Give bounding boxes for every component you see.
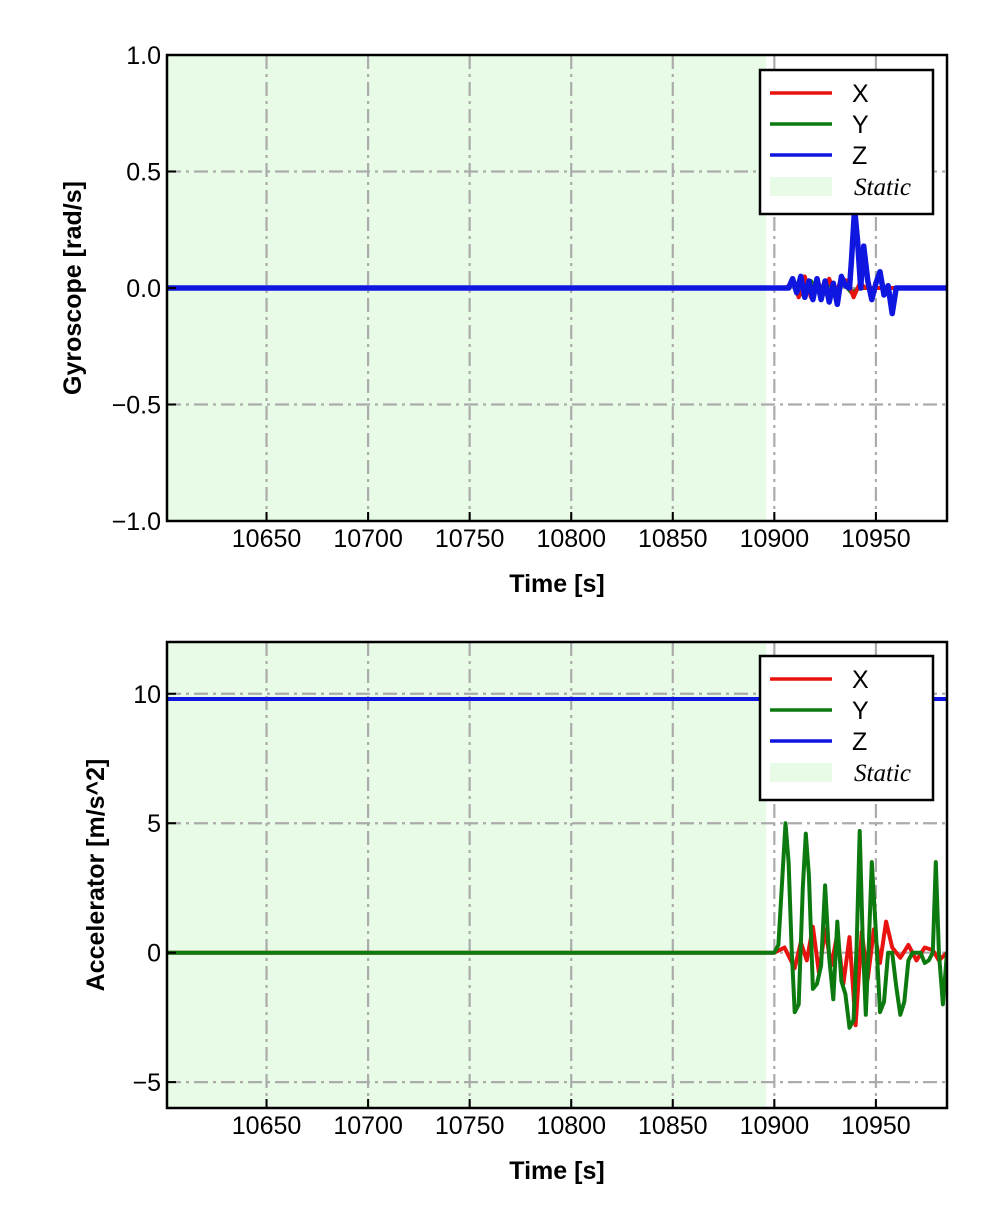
y-axis-ticks: −1.0 −0.5 0.0 0.5 1.0 <box>112 42 176 536</box>
legend-z-label: Z <box>852 142 867 170</box>
y-tick-label: 0.5 <box>126 159 161 187</box>
x-tick-label: 10750 <box>435 525 505 553</box>
gyroscope-chart: 10650 10700 10750 10800 10850 10900 10950 −1.0… <box>59 42 949 598</box>
legend-z-label: Z <box>852 728 867 756</box>
y-axis-label: Accelerator [m/s^2] <box>82 759 110 992</box>
x-tick-label: 10950 <box>841 525 911 553</box>
y-tick-label: −5 <box>132 1069 161 1097</box>
legend-x-label: X <box>852 80 869 108</box>
series-x-line <box>167 919 947 1028</box>
x-tick-label: 10750 <box>435 1112 505 1140</box>
legend-y-label: Y <box>852 697 869 725</box>
x-tick-label: 10850 <box>638 525 708 553</box>
x-tick-label: 10800 <box>536 1112 606 1140</box>
legend-static-label: Static <box>854 174 911 201</box>
x-tick-label: 10700 <box>333 1112 403 1140</box>
plot-frame <box>165 640 949 1110</box>
legend-y-label: Y <box>852 111 869 139</box>
accelerator-chart: 10650 10700 10750 10800 10850 10900 10950 −5 0 5… <box>82 640 949 1185</box>
y-tick-label: 1.0 <box>126 42 161 70</box>
static-region <box>167 642 767 1108</box>
legend-static-swatch <box>770 763 832 782</box>
x-axis-ticks: 10650 10700 10750 10800 10850 10900 10950 <box>232 512 911 553</box>
x-tick-label: 10850 <box>638 1112 708 1140</box>
legend: X Y Z Static <box>758 68 935 216</box>
x-tick-label: 10800 <box>536 525 606 553</box>
y-tick-label: 0 <box>147 940 161 968</box>
y-tick-label: 5 <box>147 810 161 838</box>
legend-static-label: Static <box>854 760 911 787</box>
legend: X Y Z Static <box>758 654 935 802</box>
y-axis-label: Gyroscope [rad/s] <box>59 181 87 395</box>
x-tick-label: 10650 <box>232 525 302 553</box>
series-lines <box>167 206 947 317</box>
series-y-line <box>167 821 947 1030</box>
legend-static-swatch <box>770 177 832 196</box>
x-axis-ticks: 10650 10700 10750 10800 10850 10900 10950 <box>232 1099 911 1140</box>
x-axis-label: Time [s] <box>509 1157 604 1185</box>
x-tick-label: 10900 <box>740 525 810 553</box>
y-tick-label: 0.0 <box>126 275 161 303</box>
y-axis-ticks: −5 0 5 10 <box>132 681 176 1097</box>
x-tick-label: 10950 <box>841 1112 911 1140</box>
y-tick-label: −1.0 <box>112 508 161 536</box>
x-tick-label: 10700 <box>333 525 403 553</box>
series-z-line <box>167 206 947 317</box>
x-axis-label: Time [s] <box>509 570 604 598</box>
y-tick-label: −0.5 <box>112 392 161 420</box>
legend-x-label: X <box>852 666 869 694</box>
x-tick-label: 10650 <box>232 1112 302 1140</box>
x-tick-label: 10900 <box>740 1112 810 1140</box>
y-tick-label: 10 <box>133 681 161 709</box>
